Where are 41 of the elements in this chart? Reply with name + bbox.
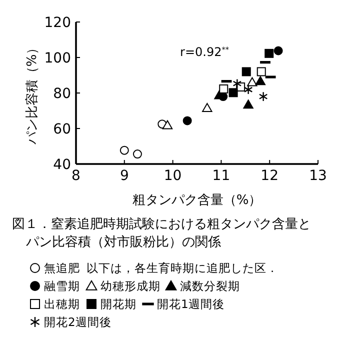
- point: [274, 46, 283, 56]
- x-tick-label: 8: [72, 168, 80, 184]
- x-tick-label: 11: [212, 168, 230, 184]
- text: 以下は，各生育時期に追肥した区．: [86, 261, 278, 275]
- y-tick-label: 40: [53, 156, 71, 173]
- legend-label: 出穂期: [44, 297, 80, 311]
- y-tick-label: 120: [44, 14, 71, 31]
- legend-label: 融雪期: [44, 279, 80, 293]
- point: [255, 76, 266, 86]
- point: [232, 78, 242, 89]
- x-axis-title: 粗タンパク含量（%）: [132, 193, 262, 208]
- point: [202, 102, 212, 112]
- x-tick-label: 10: [164, 168, 182, 184]
- point: [182, 116, 192, 126]
- point: [244, 84, 253, 95]
- annotation: r=0.92$^{**}$: [180, 44, 230, 59]
- point: [219, 84, 228, 94]
- legend-label: 開花1週間後: [157, 297, 224, 311]
- point: [132, 150, 142, 159]
- point: [247, 77, 258, 86]
- x-tick-label: 13: [309, 168, 327, 184]
- legend-label: 開花2週間後: [44, 315, 112, 329]
- y-tick-label: 80: [53, 86, 71, 102]
- y-tick-label: 60: [53, 121, 71, 138]
- point: [162, 120, 173, 130]
- point: [256, 67, 266, 76]
- text: 図１．窒素追肥時期試験における粗タンパク含量とパン比容積（対市販粉比）の関係: [12, 216, 311, 250]
- legend-label: 幼穂形成期: [100, 279, 160, 293]
- y-axis-title: パン比容積（%）: [24, 41, 40, 146]
- x-tick-label: 9: [120, 168, 129, 184]
- point: [242, 67, 251, 76]
- point: [228, 88, 238, 98]
- y-tick-label: 100: [44, 50, 71, 66]
- legend-label: 減数分裂期: [180, 279, 240, 293]
- x-tick-label: 12: [260, 168, 279, 184]
- legend-label: 無追肥: [44, 261, 80, 275]
- point: [264, 48, 274, 58]
- point: [243, 100, 254, 109]
- point: [258, 92, 268, 102]
- legend-label: 開花期: [100, 297, 136, 311]
- point: [120, 146, 129, 155]
